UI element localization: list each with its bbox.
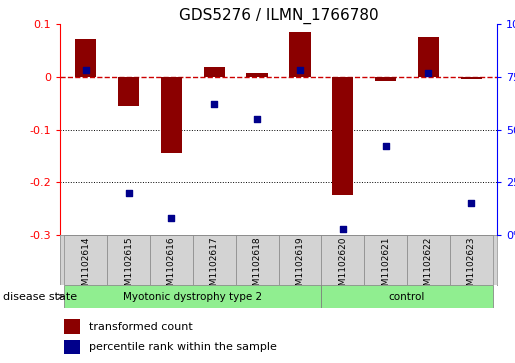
Bar [64,319,80,334]
Text: GSM1102617: GSM1102617 [210,237,219,297]
Bar [407,235,450,285]
Text: GSM1102616: GSM1102616 [167,237,176,297]
Text: Myotonic dystrophy type 2: Myotonic dystrophy type 2 [123,291,262,302]
Point [382,143,390,149]
Text: transformed count: transformed count [89,322,193,331]
Bar [75,39,96,77]
Bar [246,73,268,77]
Bar [321,285,493,308]
Point [296,68,304,73]
Text: disease state: disease state [3,291,77,302]
Bar [364,235,407,285]
Bar [418,37,439,77]
Bar [289,32,311,77]
Text: GSM1102619: GSM1102619 [296,237,304,297]
Text: GSM1102618: GSM1102618 [252,237,262,297]
Point [467,200,475,206]
Point [81,68,90,73]
Bar [118,77,139,106]
Bar [150,235,193,285]
Point [424,70,433,76]
Title: GDS5276 / ILMN_1766780: GDS5276 / ILMN_1766780 [179,8,379,24]
Text: control: control [389,291,425,302]
Text: GSM1102615: GSM1102615 [124,237,133,297]
Point [253,116,261,122]
Bar [236,235,279,285]
Bar [321,235,364,285]
Point [167,215,176,221]
Text: GSM1102622: GSM1102622 [424,237,433,297]
Bar [193,235,236,285]
Text: GSM1102621: GSM1102621 [381,237,390,297]
Point [339,226,347,232]
Bar [203,67,225,77]
Text: GSM1102620: GSM1102620 [338,237,347,297]
Bar [161,77,182,153]
Text: GSM1102614: GSM1102614 [81,237,90,297]
Bar [375,77,397,81]
Text: percentile rank within the sample: percentile rank within the sample [89,342,277,352]
Bar [64,235,107,285]
Bar [64,285,321,308]
Bar [460,77,482,79]
Bar [64,340,80,354]
Bar [279,235,321,285]
Bar [332,77,353,195]
Bar [107,235,150,285]
Text: GSM1102623: GSM1102623 [467,237,476,297]
Bar [450,235,493,285]
Point [125,190,133,196]
Point [210,101,218,107]
